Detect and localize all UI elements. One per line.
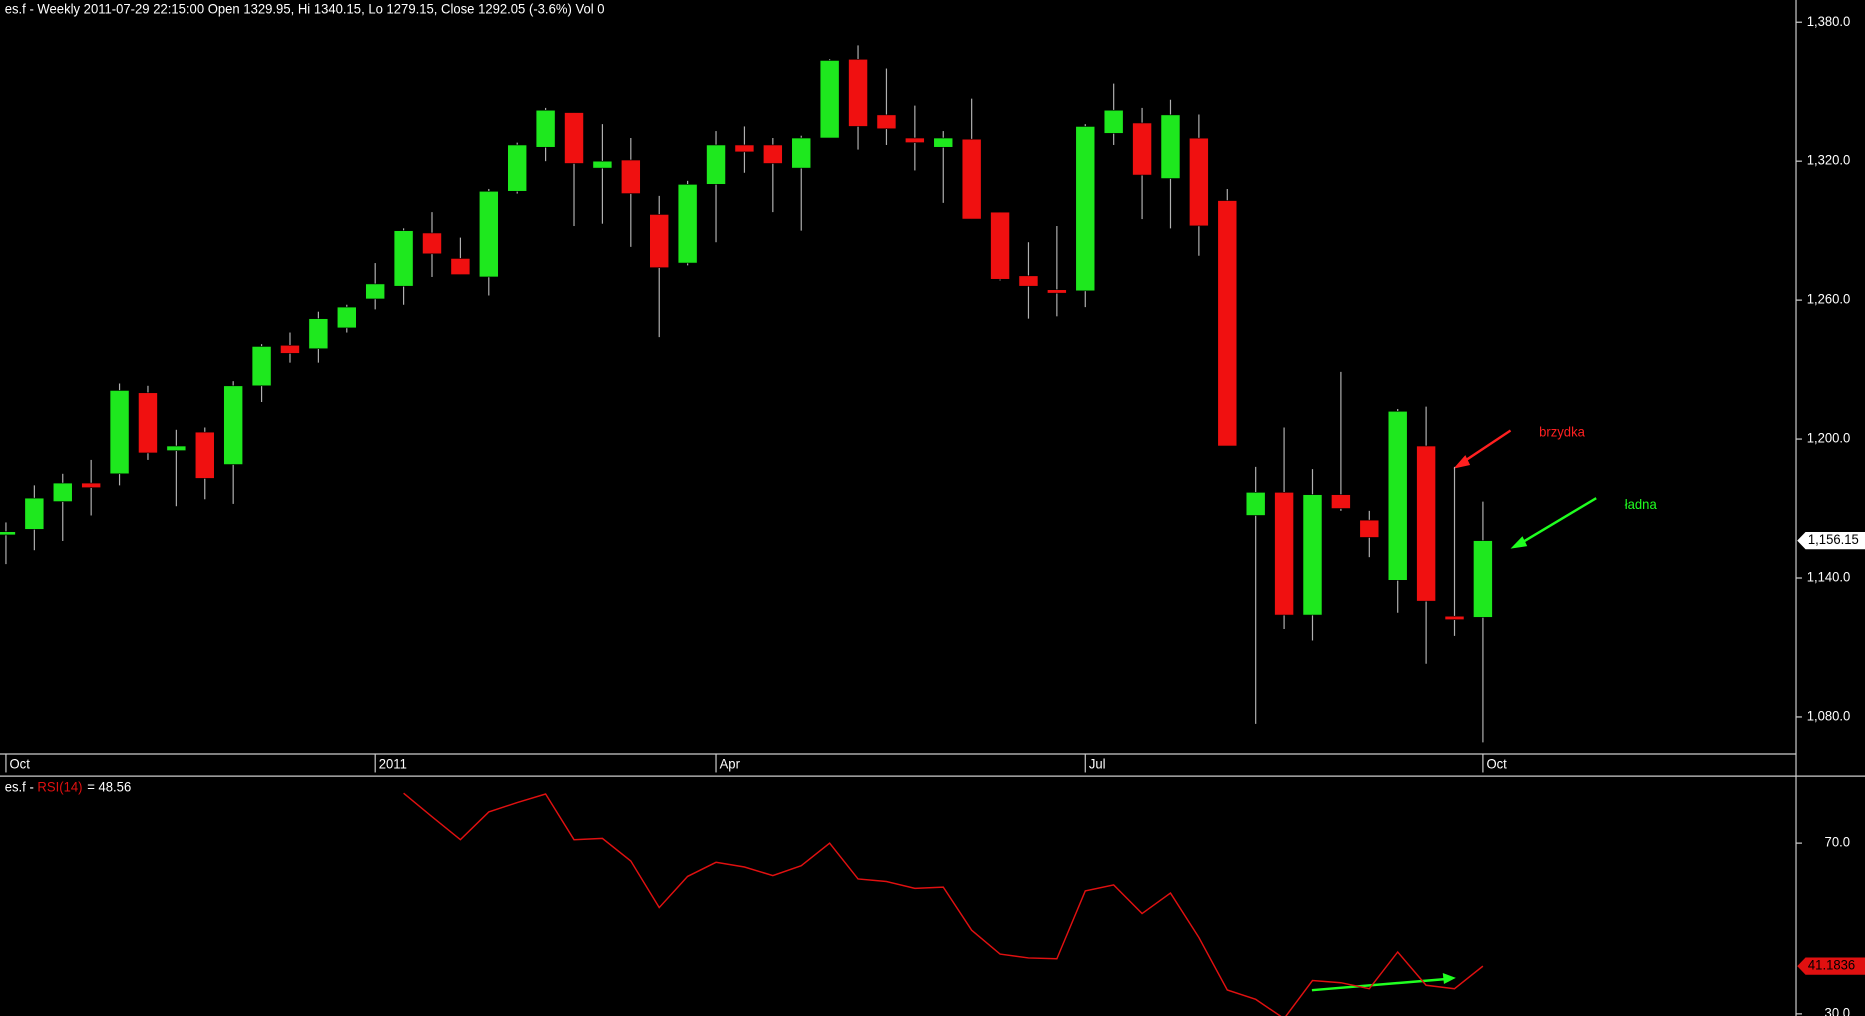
candle-body <box>1160 114 1181 179</box>
arrowhead <box>1510 536 1528 549</box>
last-value-label: 41.1836 <box>1808 957 1855 972</box>
candle-body <box>194 431 215 479</box>
candle-body <box>535 109 556 148</box>
candle-body <box>1217 200 1238 447</box>
candle-body <box>393 230 414 287</box>
candle-body <box>1047 289 1067 294</box>
candle-body <box>1444 615 1465 620</box>
candle-body <box>564 112 584 164</box>
candle-body <box>1132 122 1152 176</box>
last-value-box <box>1797 957 1865 975</box>
y-tick-label: 30.0 <box>1825 1005 1850 1016</box>
rsi-title: es.f - RSI(14) = 48.56 <box>5 779 131 794</box>
arrowhead <box>1442 972 1456 985</box>
candle-body <box>1018 275 1039 287</box>
chart-title: es.f - Weekly 2011-07-29 22:15:00 Open 1… <box>5 1 605 16</box>
candle-body <box>24 497 45 530</box>
candle-body <box>1302 494 1323 616</box>
y-tick-label: 70.0 <box>1825 834 1850 849</box>
candle-body <box>450 258 471 275</box>
candle-body <box>1473 540 1493 618</box>
y-tick-label: 1,080.0 <box>1807 708 1851 723</box>
candle-body <box>1331 494 1351 509</box>
annotation: ładna <box>1625 497 1658 512</box>
candle-body <box>706 144 726 185</box>
x-tick-label: Jul <box>1089 756 1106 771</box>
candle-body <box>365 283 386 300</box>
candle-body <box>649 214 670 269</box>
annotation: brzydka <box>1539 424 1585 439</box>
candle-body <box>336 306 357 329</box>
candle-body <box>422 232 442 255</box>
candle-body <box>621 159 641 194</box>
candle-body <box>0 531 16 536</box>
candle-body <box>592 160 613 169</box>
candle-body <box>763 144 783 164</box>
candle-body <box>1387 410 1408 581</box>
candle-body <box>933 137 954 148</box>
candle-body <box>961 138 982 220</box>
x-tick-label: Oct <box>1486 756 1507 771</box>
candle-body <box>734 144 755 153</box>
candle-body <box>1245 492 1266 516</box>
arrow <box>1459 429 1512 465</box>
candle-body <box>905 137 925 143</box>
candle-body <box>677 184 698 264</box>
candle-body <box>109 390 130 475</box>
candle-body <box>166 445 187 451</box>
candle-body <box>791 137 812 169</box>
candle-body <box>81 482 101 489</box>
candle-body <box>478 190 499 278</box>
arrowhead <box>1453 455 1471 469</box>
candle-body <box>990 211 1010 280</box>
candle-body <box>1359 519 1380 538</box>
y-tick-label: 1,200.0 <box>1807 430 1851 445</box>
candle-body <box>1189 137 1209 227</box>
candle-body <box>52 482 73 502</box>
y-tick-label: 1,320.0 <box>1807 153 1851 168</box>
y-tick-label: 1,140.0 <box>1807 569 1851 584</box>
candle-body <box>848 58 868 127</box>
candle-body <box>308 318 329 350</box>
x-tick-label: 2011 <box>379 756 407 771</box>
candle-body <box>819 60 840 139</box>
x-tick-label: Oct <box>10 756 31 771</box>
last-value-box <box>1797 531 1865 550</box>
candle-body <box>507 144 528 192</box>
rsi-line <box>403 792 1484 1016</box>
y-tick-label: 1,260.0 <box>1807 291 1851 306</box>
arrow <box>1519 497 1597 545</box>
x-tick-label: Apr <box>720 756 741 771</box>
candle-body <box>280 344 300 354</box>
candle-body <box>223 385 243 465</box>
y-tick-label: 1,380.0 <box>1807 14 1851 29</box>
candle-body <box>1075 126 1096 292</box>
candle-body <box>1274 492 1294 616</box>
candle-body <box>1416 445 1436 602</box>
candle-body <box>1103 109 1124 134</box>
rsi-title-name: RSI(14) <box>37 779 82 794</box>
candle-body <box>251 346 272 387</box>
rsi-title-value: = 48.56 <box>87 779 131 794</box>
candle-body <box>876 114 897 130</box>
last-value-label: 1,156.15 <box>1808 532 1859 547</box>
candle-body <box>138 392 158 454</box>
rsi-title-prefix: es.f - <box>5 779 38 794</box>
